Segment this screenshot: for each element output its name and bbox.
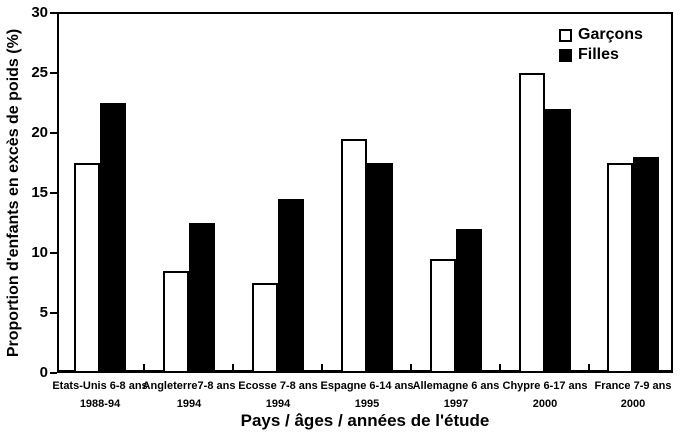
legend-label-filles: Filles xyxy=(578,46,619,63)
bar-filles xyxy=(545,109,571,373)
x-category-line1: Angleterre7-8 ans xyxy=(142,380,236,392)
x-category-label: Allemagne 6 ans 1997 xyxy=(396,377,516,413)
x-category-line2: 2000 xyxy=(532,398,558,410)
x-category-line2: 1994 xyxy=(176,398,202,410)
x-category-line1: Allemagne 6 ans xyxy=(412,380,500,392)
x-tick-mark xyxy=(232,364,235,370)
bar-filles xyxy=(100,103,126,373)
bar-filles xyxy=(367,163,393,373)
x-category-line2: 2000 xyxy=(620,398,646,410)
legend-label-garcons: Garçons xyxy=(578,26,643,43)
y-tick-label: 20 xyxy=(31,124,48,141)
bar-filles xyxy=(189,223,215,373)
x-category-label: Espagne 6-14 ans 1995 xyxy=(307,377,427,413)
y-tick-mark xyxy=(50,312,57,314)
x-category-line1: Chypre 6-17 ans xyxy=(502,380,588,392)
x-tick-mark xyxy=(587,364,590,370)
y-tick-label: 5 xyxy=(39,304,48,321)
bar-filles xyxy=(278,199,304,373)
y-tick-mark xyxy=(50,192,57,194)
y-tick-label: 10 xyxy=(31,244,48,261)
x-category-label: Ecosse 7-8 ans 1994 xyxy=(218,377,338,413)
x-tick-mark xyxy=(143,364,146,370)
bar-garcons xyxy=(607,163,633,373)
legend-item-filles: Filles xyxy=(559,45,643,65)
bar-garcons xyxy=(74,163,100,373)
x-category-line1: France 7-9 ans xyxy=(594,380,672,392)
filled-square-icon xyxy=(559,48,572,62)
open-square-icon xyxy=(559,28,572,42)
y-tick-label: 0 xyxy=(39,364,48,381)
x-category-line1: Etats-Unis 6-8 ans xyxy=(52,380,148,392)
x-category-label: Chypre 6-17 ans 2000 xyxy=(485,377,605,413)
y-tick-label: 25 xyxy=(31,64,48,81)
bar-garcons xyxy=(252,283,278,373)
bar-garcons xyxy=(341,139,367,373)
bar-filles xyxy=(633,157,659,373)
legend: Garçons Filles xyxy=(559,25,643,65)
x-category-line2: 1994 xyxy=(265,398,291,410)
x-category-line2: 1995 xyxy=(354,398,380,410)
y-tick-mark xyxy=(50,12,57,14)
y-tick-mark xyxy=(50,252,57,254)
y-tick-mark xyxy=(50,372,57,374)
x-tick-mark xyxy=(499,364,502,370)
legend-item-garcons: Garçons xyxy=(559,25,643,45)
x-category-label: Etats-Unis 6-8 ans 1988-94 xyxy=(40,377,160,413)
y-tick-label: 15 xyxy=(31,184,48,201)
x-tick-mark xyxy=(410,364,413,370)
y-tick-mark xyxy=(50,132,57,134)
x-category-label: Angleterre7-8 ans 1994 xyxy=(129,377,249,413)
y-tick-mark xyxy=(50,72,57,74)
x-category-line2: 1988-94 xyxy=(79,398,121,410)
y-tick-label: 30 xyxy=(31,4,48,21)
x-category-line2: 1997 xyxy=(443,398,469,410)
bar-garcons xyxy=(163,271,189,373)
x-category-label: France 7-9 ans 2000 xyxy=(573,377,680,413)
bar-garcons xyxy=(430,259,456,373)
bar-garcons xyxy=(519,73,545,373)
x-axis-title: Pays / âges / années de l'étude xyxy=(240,411,490,430)
x-category-line1: Espagne 6-14 ans xyxy=(320,380,414,392)
x-tick-mark xyxy=(321,364,324,370)
bar-filles xyxy=(456,229,482,373)
x-category-line1: Ecosse 7-8 ans xyxy=(238,380,318,392)
